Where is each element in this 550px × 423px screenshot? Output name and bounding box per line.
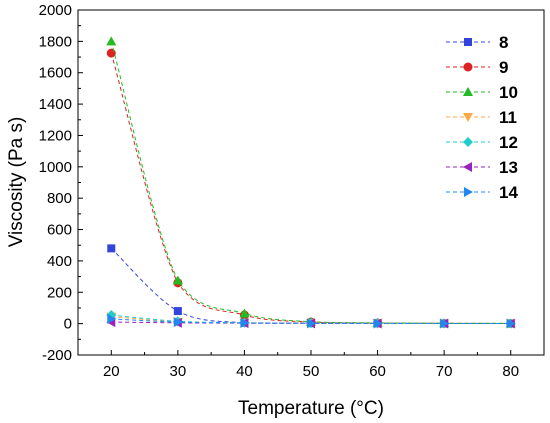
- legend-marker-13: [463, 162, 472, 172]
- data-point-14: [173, 317, 183, 328]
- series-line-9: [110, 52, 511, 324]
- series-10: [106, 36, 516, 328]
- legend-item-11: 11: [446, 108, 517, 127]
- y-tick-label: -200: [42, 347, 72, 364]
- legend-item-12: 12: [446, 133, 518, 152]
- y-tick-label: 0: [64, 316, 72, 333]
- legend: 8 9 10 11 12 13 14: [446, 33, 518, 202]
- y-tick-label: 2000: [39, 2, 72, 19]
- legend-label-14: 14: [499, 183, 518, 202]
- legend-marker-10: [463, 87, 473, 96]
- y-tick-label: 800: [47, 190, 72, 207]
- data-point-10: [172, 275, 183, 285]
- y-tick-label: 1600: [39, 65, 72, 82]
- data-point-10: [106, 36, 117, 46]
- legend-label-8: 8: [499, 33, 508, 52]
- y-tick-label: 1800: [39, 33, 72, 50]
- series-layer: [106, 36, 516, 329]
- legend-marker-12: [463, 137, 473, 147]
- data-point-14: [506, 318, 516, 329]
- data-point-9: [106, 48, 116, 58]
- axis-ticks: -200 0 200 400 600 800 1000 1200 1400 1600 1800 200…: [39, 2, 545, 380]
- data-point-10: [239, 308, 250, 318]
- plot-frame: [77, 9, 545, 356]
- legend-item-14: 14: [446, 183, 518, 202]
- x-tick-label: 70: [436, 363, 453, 380]
- legend-marker-14: [464, 187, 473, 197]
- legend-label-9: 9: [499, 58, 508, 77]
- data-point-8: [107, 244, 116, 253]
- legend-marker-9: [463, 62, 473, 72]
- data-point-14: [240, 318, 250, 329]
- y-tick-label: 1000: [39, 159, 72, 176]
- legend-marker-11: [463, 113, 473, 122]
- x-tick-label: 80: [502, 363, 519, 380]
- x-tick-label: 20: [103, 363, 120, 380]
- legend-item-13: 13: [446, 158, 518, 177]
- x-tick-label: 40: [236, 363, 253, 380]
- data-point-14: [373, 318, 383, 329]
- y-tick-label: 200: [47, 284, 72, 301]
- legend-label-12: 12: [499, 133, 518, 152]
- legend-item-8: 8: [446, 33, 508, 52]
- y-tick-label: 1200: [39, 127, 72, 144]
- x-tick-label: 60: [369, 363, 386, 380]
- y-tick-label: 1400: [39, 96, 72, 113]
- series-9: [106, 48, 516, 328]
- x-tick-label: 30: [170, 363, 187, 380]
- legend-item-10: 10: [446, 83, 518, 102]
- legend-label-11: 11: [499, 108, 517, 127]
- y-tick-label: 400: [47, 253, 72, 270]
- data-point-8: [173, 307, 182, 316]
- y-axis-title: Viscosity (Pa s): [6, 117, 27, 248]
- legend-label-10: 10: [499, 83, 518, 102]
- y-tick-label: 600: [47, 222, 72, 239]
- legend-label-13: 13: [499, 158, 518, 177]
- data-point-14: [307, 318, 316, 329]
- legend-marker-8: [464, 38, 472, 46]
- series-line-8: [110, 248, 511, 324]
- data-point-14: [107, 313, 117, 324]
- series-14: [107, 313, 516, 329]
- x-tick-label: 50: [303, 363, 320, 380]
- x-axis-title: Temperature (°C): [238, 398, 384, 419]
- series-line-10: [110, 41, 511, 324]
- series-8: [107, 244, 515, 328]
- legend-item-9: 9: [446, 58, 508, 77]
- data-point-14: [440, 318, 450, 329]
